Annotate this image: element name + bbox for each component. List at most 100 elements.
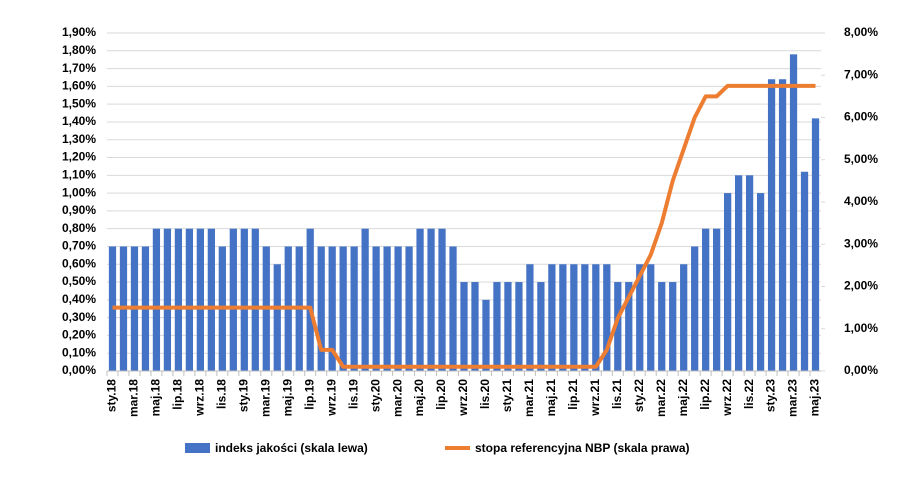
x-tick-label: mar.18 (127, 379, 141, 417)
x-tick-label: maj.18 (149, 379, 163, 417)
y-tick-label: 0,20% (62, 328, 96, 342)
x-tick-label: lip.18 (171, 379, 185, 410)
bar (339, 246, 347, 371)
bar (778, 79, 787, 372)
bar (625, 282, 633, 371)
bar (680, 264, 688, 371)
y-tick-label: 0,00% (62, 363, 96, 377)
bar (438, 228, 446, 371)
bar (614, 282, 622, 371)
x-tick-label: wrz.19 (324, 379, 338, 417)
y-tick-label: 0,40% (62, 292, 96, 306)
bar (559, 264, 567, 371)
bar (251, 228, 259, 371)
bar (592, 264, 600, 371)
bar (306, 228, 314, 371)
bar (504, 282, 512, 371)
y-tick-label: 0,90% (62, 203, 96, 217)
bar (603, 264, 611, 371)
line (112, 83, 816, 369)
y-tick-label: 0,30% (62, 310, 96, 324)
y-tick-label: 1,60% (62, 79, 96, 93)
y-tick-label: 1,50% (62, 96, 96, 110)
bar (515, 282, 523, 371)
bar (526, 264, 534, 371)
y-tick-label: 1,00% (62, 185, 96, 199)
y-tick-label: 0,50% (62, 274, 96, 288)
x-tick-label: mar.20 (390, 379, 404, 417)
y-tick-label: 0,80% (62, 221, 96, 235)
bar (229, 228, 237, 371)
y-tick-label: 1,80% (62, 43, 96, 57)
bar (460, 282, 468, 371)
x-tick-label: wrz.21 (588, 379, 602, 417)
x-tick-label: sty.20 (368, 379, 382, 412)
x-tick-label: sty.23 (764, 379, 778, 412)
x-tick-label: lip.21 (566, 379, 580, 410)
bar (811, 118, 820, 372)
bar (361, 228, 369, 371)
y2-tick-label: 1,00% (844, 321, 878, 335)
y2-tick-label: 0,00% (844, 363, 878, 377)
y-tick-label: 1,90% (62, 25, 96, 39)
bar (449, 246, 457, 371)
x-tick-label: maj.22 (676, 379, 690, 417)
x-tick-label: lis.20 (478, 379, 492, 409)
bar (372, 246, 380, 371)
bar (240, 228, 248, 371)
x-tick-label: mar.22 (654, 379, 668, 417)
bar (789, 54, 798, 371)
y2-tick-label: 7,00% (844, 67, 878, 81)
bar (273, 264, 281, 371)
y2-tick-label: 5,00% (844, 152, 878, 166)
bar (174, 228, 183, 371)
x-tick-label: wrz.20 (456, 379, 470, 417)
x-tick-label: lip.20 (434, 379, 448, 410)
bar (482, 299, 490, 371)
y-tick-label: 0,70% (62, 239, 96, 253)
bar (691, 246, 699, 371)
bar (713, 228, 721, 371)
y2-tick-label: 6,00% (844, 110, 878, 124)
bar (427, 228, 435, 371)
y-tick-label: 0,10% (62, 345, 96, 359)
bar (185, 228, 194, 371)
x-tick-label: lis.18 (215, 379, 229, 409)
x-tick-label: lis.22 (742, 379, 756, 409)
y2-tick-label: 8,00% (844, 25, 878, 39)
bar (537, 282, 545, 371)
bar (734, 175, 743, 371)
bar (350, 246, 358, 371)
y2-tick-label: 2,00% (844, 279, 878, 293)
bar (669, 282, 677, 371)
y-tick-label: 1,70% (62, 61, 96, 75)
bar (471, 282, 479, 371)
x-tick-label: maj.19 (280, 379, 294, 417)
x-tick-label: wrz.18 (193, 379, 207, 417)
bar (493, 282, 501, 371)
bar (548, 264, 556, 371)
bar (317, 246, 325, 371)
y-tick-label: 1,40% (62, 114, 96, 128)
x-tick-label: mar.19 (258, 379, 272, 417)
legend-label: stopa referencyjna NBP (skala prawa) (475, 441, 690, 455)
bar (405, 246, 413, 371)
x-tick-label: maj.21 (544, 379, 558, 417)
bar (702, 228, 710, 371)
x-tick-label: sty.19 (236, 379, 250, 412)
x-tick-label: lip.22 (698, 379, 712, 410)
x-tick-label: mar.23 (786, 379, 800, 417)
bar (394, 246, 402, 371)
y-tick-label: 1,20% (62, 150, 96, 164)
x-tick-label: maj.20 (412, 379, 426, 417)
bar (800, 171, 809, 371)
bar (383, 246, 391, 371)
bar (152, 228, 161, 371)
bar (416, 228, 424, 371)
bar (328, 246, 336, 371)
bar (745, 175, 754, 371)
y-tick-label: 1,30% (62, 132, 96, 146)
x-tick-label: maj.23 (808, 379, 822, 417)
x-tick-label: wrz.22 (720, 379, 734, 417)
